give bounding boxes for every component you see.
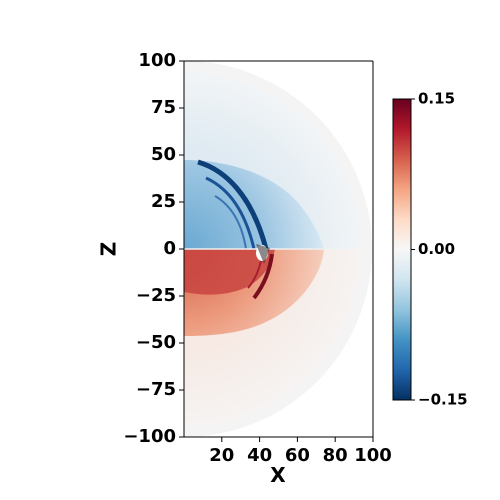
colorbar (392, 98, 412, 401)
x-tick-label: 100 (354, 445, 392, 466)
colorbar-tick-label: −0.15 (418, 391, 468, 409)
x-tick-label: 60 (285, 445, 310, 466)
plot-area (184, 61, 373, 437)
y-tick-label: 100 (138, 50, 176, 71)
colorbar-tick-label: 0.15 (418, 90, 455, 108)
x-axis-label: X (270, 463, 286, 487)
y-axis-label: Z (97, 242, 121, 257)
y-tick-label: −25 (136, 285, 176, 306)
y-tick-label: 50 (151, 144, 176, 165)
x-axis-ticks: 20 40 60 80 100 (209, 437, 392, 466)
y-tick-label: −50 (136, 332, 176, 353)
y-tick-label: 75 (151, 97, 176, 118)
y-tick-label: 25 (151, 191, 176, 212)
shock-front-upper-thin (214, 195, 247, 250)
shock-front-upper-outer (197, 159, 269, 250)
colorbar-ticks: 0.15 0.00 −0.15 (411, 90, 468, 409)
x-tick-label: 40 (247, 445, 272, 466)
y-tick-label: 0 (163, 238, 176, 259)
x-tick-label: 20 (209, 445, 234, 466)
axes-frame (183, 60, 374, 438)
colorbar-tick-label: 0.00 (418, 240, 455, 258)
shock-front-lower (252, 253, 274, 300)
shock-front-upper-inner (205, 176, 256, 250)
x-tick-label: 80 (323, 445, 348, 466)
upper-negative-lobe (184, 160, 324, 249)
y-axis-ticks: 100 75 50 25 0 −25 −50 −75 −100 (123, 50, 184, 447)
y-tick-label: −75 (136, 379, 176, 400)
front-notch (256, 244, 270, 264)
y-tick-label: −100 (123, 426, 176, 447)
